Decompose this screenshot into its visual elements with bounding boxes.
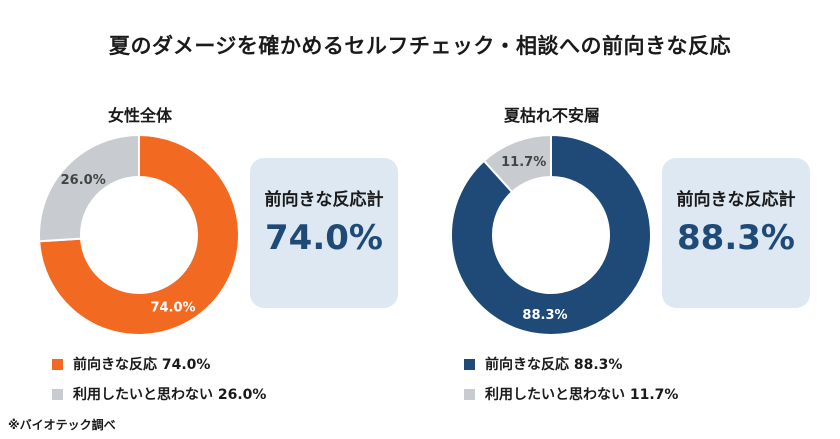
summary-label: 前向きな反応計 [676, 190, 796, 210]
donut-slice-negative [482, 133, 552, 194]
panel-women-overall: 女性全体 74.0% 26.0% 前向きな反応計 74.0% 前向きな反応 74.… [20, 96, 420, 406]
legend-label-negative: 利用したいと思わない 11.7% [485, 387, 679, 403]
panel-summer-anxiety: 夏枯れ不安層 88.3% 11.7% 前向きな反応計 88.3% 前向きな反応 8… [432, 96, 832, 406]
legend-swatch-positive [52, 358, 63, 370]
legend-label-negative: 利用したいと思わない 26.0% [73, 387, 267, 403]
legend: 前向きな反応 74.0% 利用したいと思わない 26.0% [52, 354, 266, 414]
legend-label-positive: 前向きな反応 88.3% [485, 357, 623, 373]
donut-slice-negative [38, 133, 140, 243]
donut-slice-positive [450, 133, 652, 336]
legend-item-negative: 利用したいと思わない 11.7% [464, 384, 678, 404]
legend-swatch-positive [464, 358, 475, 370]
summary-box: 前向きな反応計 74.0% [250, 158, 398, 308]
summary-label: 前向きな反応計 [264, 190, 384, 210]
panel-title: 夏枯れ不安層 [503, 106, 600, 125]
legend-swatch-negative [52, 388, 63, 400]
panel-title: 女性全体 [107, 106, 172, 125]
legend-item-negative: 利用したいと思わない 26.0% [52, 384, 266, 404]
slice-label-positive: 88.3% [522, 308, 567, 323]
legend-swatch-negative [464, 388, 475, 400]
legend-item-positive: 前向きな反応 74.0% [52, 354, 266, 374]
legend-label-positive: 前向きな反応 74.0% [73, 357, 211, 373]
donut-chart-summer-anxiety: 88.3% 11.7% [450, 133, 652, 336]
chart-title: 夏のダメージを確かめるセルフチェック・相談への前向きな反応 [108, 34, 732, 58]
slice-label-negative: 26.0% [61, 173, 106, 188]
legend-item-positive: 前向きな反応 88.3% [464, 354, 678, 374]
slice-label-positive: 74.0% [150, 300, 195, 315]
donut-chart-women-overall: 74.0% 26.0% [38, 133, 240, 336]
source-footnote: ※バイオテック調べ [8, 418, 116, 432]
slice-label-negative: 11.7% [501, 155, 546, 170]
donut-slice-positive [38, 133, 240, 336]
summary-value: 88.3% [677, 218, 795, 258]
legend: 前向きな反応 88.3% 利用したいと思わない 11.7% [464, 354, 678, 414]
summary-value: 74.0% [265, 218, 383, 258]
summary-box: 前向きな反応計 88.3% [662, 158, 810, 308]
